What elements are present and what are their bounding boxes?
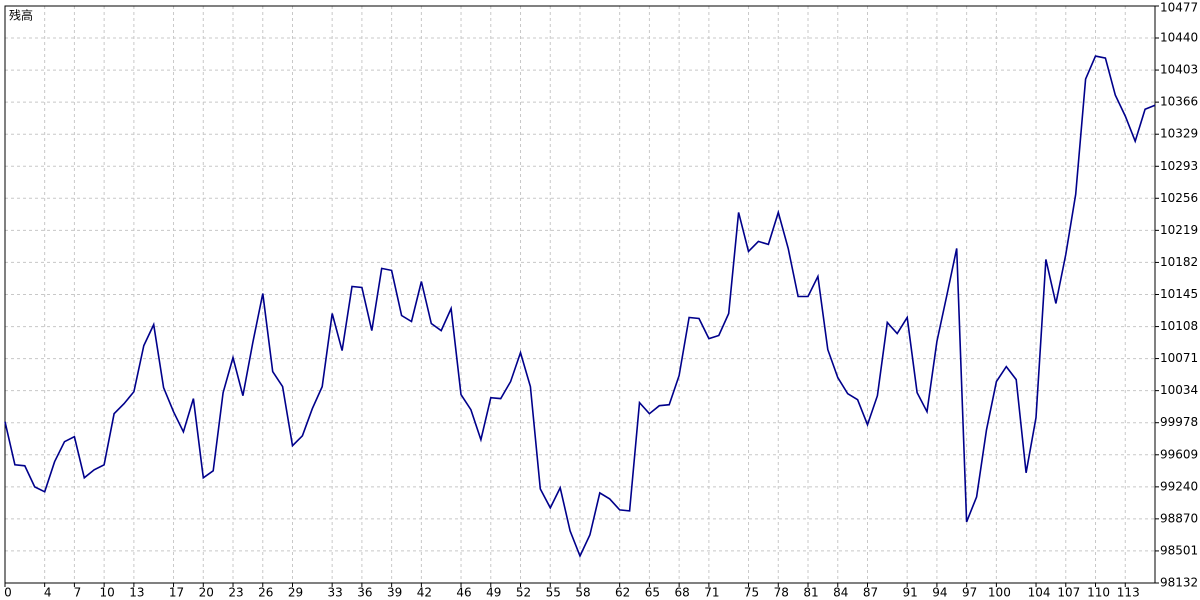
x-tick-label: 17 bbox=[169, 586, 184, 600]
y-tick-label: 98870 bbox=[1160, 511, 1198, 525]
x-tick-label: 75 bbox=[744, 586, 759, 600]
x-tick-label: 4 bbox=[44, 586, 52, 600]
x-tick-label: 113 bbox=[1117, 586, 1140, 600]
x-tick-label: 52 bbox=[516, 586, 531, 600]
y-tick-label: 10403 bbox=[1160, 63, 1198, 77]
x-tick-label: 91 bbox=[903, 586, 918, 600]
x-tick-label: 104 bbox=[1028, 586, 1051, 600]
y-tick-label: 10034 bbox=[1160, 383, 1198, 397]
x-tick-label: 29 bbox=[288, 586, 303, 600]
x-tick-label: 100 bbox=[988, 586, 1011, 600]
x-tick-label: 36 bbox=[357, 586, 372, 600]
y-tick-label: 10256 bbox=[1160, 191, 1198, 205]
y-tick-label: 99609 bbox=[1160, 447, 1198, 461]
x-tick-label: 46 bbox=[456, 586, 471, 600]
x-tick-label: 0 bbox=[4, 586, 12, 600]
x-tick-label: 42 bbox=[417, 586, 432, 600]
x-tick-label: 39 bbox=[387, 586, 402, 600]
x-tick-label: 65 bbox=[645, 586, 660, 600]
x-tick-label: 58 bbox=[575, 586, 590, 600]
x-tick-label: 13 bbox=[129, 586, 144, 600]
y-tick-label: 10329 bbox=[1160, 127, 1198, 141]
chart-title: 残高 bbox=[9, 8, 33, 23]
x-tick-label: 33 bbox=[328, 586, 343, 600]
x-tick-label: 23 bbox=[228, 586, 243, 600]
y-tick-label: 10440 bbox=[1160, 30, 1198, 44]
y-tick-label: 98501 bbox=[1160, 543, 1198, 557]
y-tick-label: 10182 bbox=[1160, 255, 1198, 269]
x-tick-label: 10 bbox=[99, 586, 114, 600]
x-tick-label: 71 bbox=[704, 586, 719, 600]
x-tick-label: 26 bbox=[258, 586, 273, 600]
x-tick-label: 7 bbox=[74, 586, 82, 600]
x-tick-label: 107 bbox=[1057, 586, 1080, 600]
x-tick-label: 110 bbox=[1087, 586, 1110, 600]
y-tick-label: 10108 bbox=[1160, 319, 1198, 333]
x-tick-label: 81 bbox=[803, 586, 818, 600]
y-tick-label: 10477 bbox=[1160, 1, 1198, 15]
x-tick-label: 20 bbox=[199, 586, 214, 600]
balance-line bbox=[4, 55, 1156, 559]
y-tick-label: 98132 bbox=[1160, 576, 1198, 590]
x-tick-label: 62 bbox=[615, 586, 630, 600]
y-tick-label: 10366 bbox=[1160, 95, 1198, 109]
x-tick-label: 97 bbox=[962, 586, 977, 600]
x-tick-label: 78 bbox=[774, 586, 789, 600]
x-tick-label: 55 bbox=[546, 586, 561, 600]
x-tick-label: 84 bbox=[833, 586, 848, 600]
x-tick-label: 49 bbox=[486, 586, 501, 600]
x-tick-label: 94 bbox=[932, 586, 947, 600]
y-tick-label: 10293 bbox=[1160, 159, 1198, 173]
y-tick-label: 10145 bbox=[1160, 287, 1198, 301]
y-tick-label: 10219 bbox=[1160, 223, 1198, 237]
y-tick-label: 99240 bbox=[1160, 479, 1198, 493]
x-tick-label: 87 bbox=[863, 586, 878, 600]
y-tick-label: 10071 bbox=[1160, 351, 1198, 365]
y-tick-label: 99978 bbox=[1160, 415, 1198, 429]
x-tick-label: 68 bbox=[674, 586, 689, 600]
plot-frame bbox=[4, 5, 1156, 584]
